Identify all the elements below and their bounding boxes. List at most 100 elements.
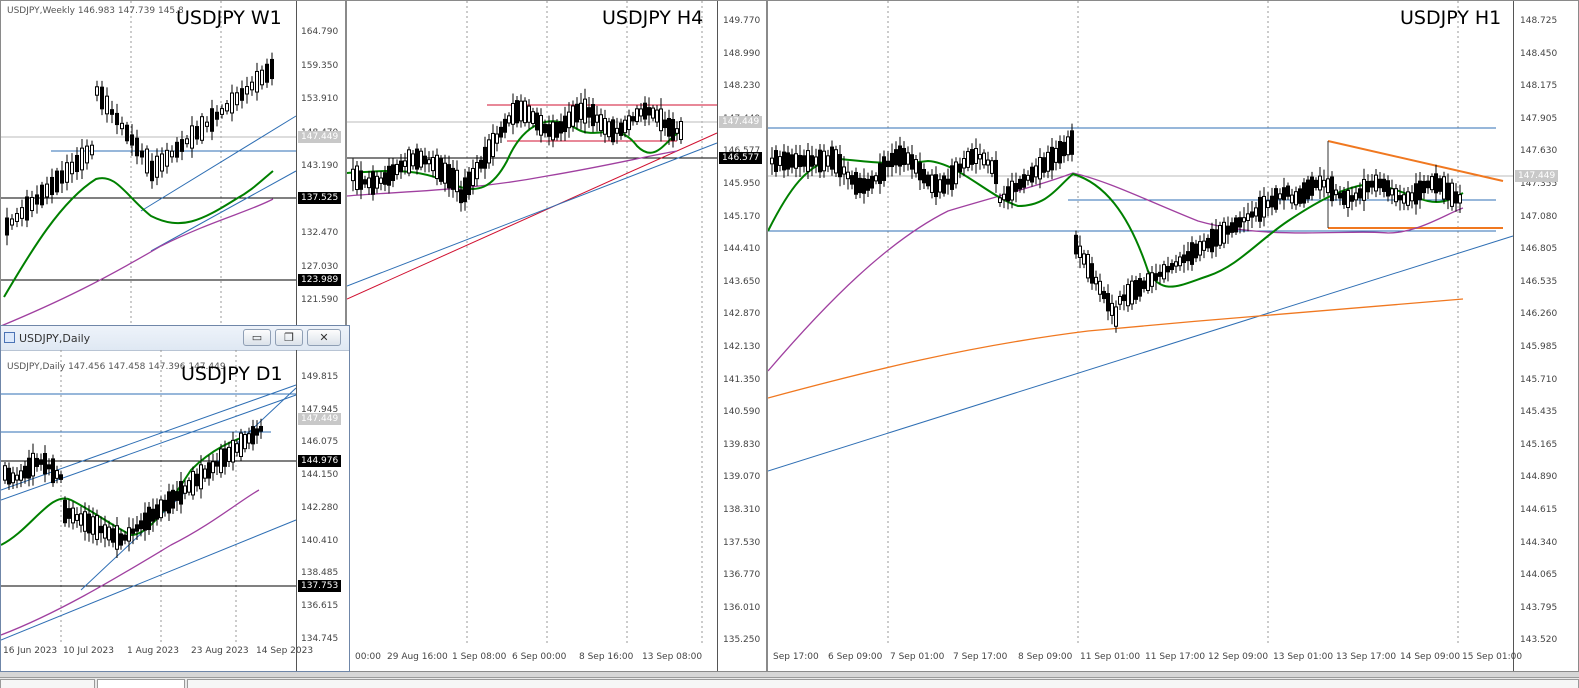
candle-body — [1382, 178, 1386, 192]
candle-body — [239, 432, 243, 457]
candle-body — [886, 160, 890, 168]
candle-body — [1214, 229, 1218, 247]
candle-body — [990, 160, 994, 174]
candle-body — [1010, 180, 1014, 201]
candle-body — [1434, 173, 1438, 194]
chart-window-h1[interactable]: USDJPY H1 148.725 148.450 148.175 147.905 14… — [767, 0, 1579, 672]
candle-body — [966, 151, 970, 168]
candle-body — [619, 122, 623, 136]
price-tick-label: 144.340 — [1520, 537, 1558, 548]
chart-tab[interactable] — [97, 679, 185, 688]
candle-body — [910, 154, 914, 170]
close-button[interactable]: ✕ — [307, 329, 341, 346]
candle-body — [160, 153, 164, 172]
candle-body — [635, 108, 639, 122]
d1-purple-ma — [1, 489, 260, 636]
candle-body — [1458, 194, 1462, 204]
d1-price-chart[interactable] — [1, 350, 350, 672]
candle-body — [71, 507, 75, 524]
time-tick-label: 11 Sep 17:00 — [1145, 652, 1206, 662]
candle-body — [1318, 175, 1322, 191]
candle-body — [1270, 195, 1274, 208]
candle-body — [1358, 188, 1362, 199]
candle-body — [175, 491, 179, 501]
candle-body — [794, 153, 798, 169]
price-tick-label: 146.535 — [1520, 276, 1558, 287]
price-tick-label: 135.250 — [723, 635, 761, 646]
candle-body — [1066, 136, 1070, 156]
candle-body — [830, 146, 834, 170]
time-tick-label: 13 Sep 01:00 — [1273, 652, 1334, 662]
price-tick-label: 136.770 — [723, 570, 761, 581]
h4-price-chart[interactable] — [347, 1, 767, 672]
candle-body — [611, 119, 615, 143]
price-tick-label: 147.355 — [1520, 179, 1558, 189]
price-tick-label: 148.990 — [723, 48, 761, 59]
candle-body — [151, 508, 155, 522]
h1-blue-trend — [768, 235, 1514, 472]
candle-body — [35, 457, 39, 467]
candle-body — [671, 119, 675, 141]
time-tick-label: 23 Aug 2023 — [191, 646, 249, 656]
candle-body — [1022, 174, 1026, 188]
candle-body — [527, 105, 531, 123]
h1-price-chart[interactable] — [768, 1, 1579, 672]
chart-tab[interactable] — [0, 679, 95, 688]
chart-window-h4[interactable]: USDJPY H4 149.770 148.990 148.230 147.449 14… — [346, 0, 767, 672]
candle-body — [659, 108, 663, 132]
candle-body — [1302, 182, 1306, 204]
h4-title: USDJPY H4 — [602, 7, 704, 29]
price-tick-label: 147.630 — [1520, 146, 1558, 157]
candle-body — [43, 452, 47, 475]
candle-body — [80, 147, 84, 171]
restore-button[interactable]: ❐ — [275, 329, 303, 346]
candle-body — [103, 524, 107, 539]
candle-body — [20, 207, 24, 219]
candle-body — [259, 425, 263, 432]
candle-body — [1274, 188, 1278, 210]
price-tick-label: 136.615 — [301, 600, 339, 611]
chart-window-w1[interactable]: USDJPY,Weekly 146.983 147.739 145.8 USDJ… — [0, 0, 346, 327]
candle-body — [415, 148, 419, 170]
candle-body — [431, 157, 435, 172]
w1-price-chart[interactable] — [1, 1, 346, 327]
d1-titlebar[interactable]: USDJPY,Daily ▭ ❐ ✕ — [1, 326, 349, 351]
candle-body — [95, 86, 99, 96]
candle-body — [211, 461, 215, 474]
candle-body — [1090, 263, 1094, 284]
candle-body — [866, 178, 870, 191]
price-tick-label: 146.805 — [1520, 244, 1558, 255]
minimize-button[interactable]: ▭ — [243, 329, 271, 346]
candle-body — [495, 133, 499, 144]
candle-body — [5, 217, 9, 236]
candle-body — [115, 112, 119, 126]
price-tick-label: 145.165 — [1520, 439, 1558, 450]
candle-body — [523, 100, 527, 124]
candle-body — [858, 177, 862, 194]
candle-body — [90, 144, 94, 156]
candle-body — [1246, 213, 1250, 221]
candle-body — [994, 159, 998, 185]
candle-body — [1322, 179, 1326, 188]
candle-body — [539, 115, 543, 136]
time-tick-label: 1 Aug 2023 — [127, 646, 179, 656]
candle-body — [1154, 273, 1158, 281]
candle-body — [826, 155, 830, 167]
h1-orange-top — [1327, 140, 1504, 182]
candle-body — [838, 154, 842, 178]
candle-body — [870, 175, 874, 189]
candle-body — [1278, 193, 1282, 200]
w1-channel-bot — [150, 170, 297, 252]
candle-body — [1342, 190, 1346, 205]
d1-level-label-2: 137.753 — [298, 580, 342, 592]
candle-body — [595, 114, 599, 123]
h1-purple-ma — [768, 172, 1464, 372]
candle-body — [187, 480, 191, 493]
candle-body — [559, 121, 563, 134]
candle-body — [647, 107, 651, 116]
d1-channel-top — [1, 384, 297, 491]
candle-body — [1258, 196, 1262, 222]
candle-body — [31, 452, 35, 477]
chart-window-d1[interactable]: USDJPY,Daily ▭ ❐ ✕ USDJPY,Daily 147.456 … — [0, 325, 350, 672]
candle-body — [1138, 278, 1142, 297]
